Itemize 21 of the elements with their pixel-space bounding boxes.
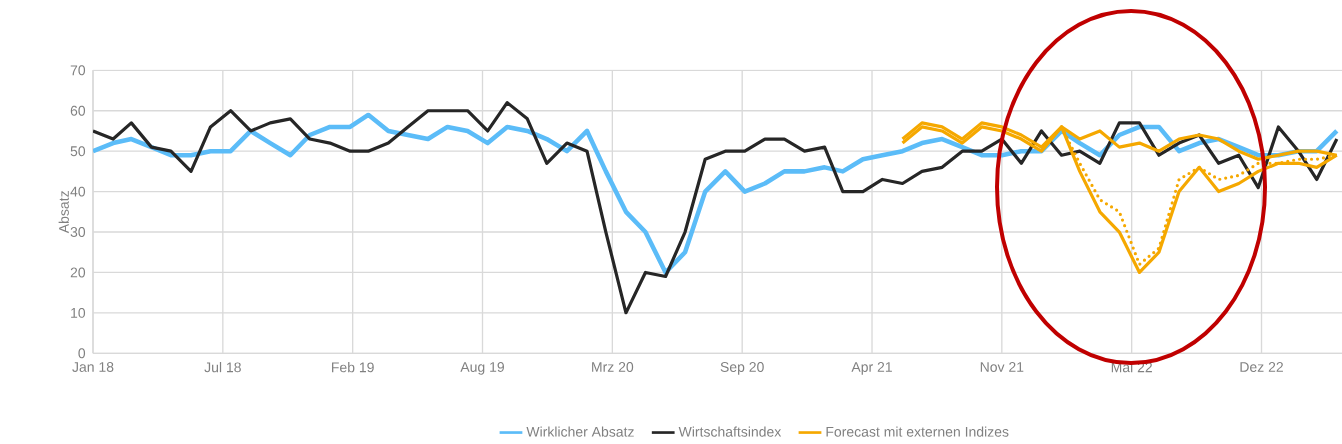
x-tick-label: Nov 21 [980, 362, 1024, 372]
y-tick-label: 0 [78, 348, 86, 359]
y-tick-label: 40 [70, 186, 86, 197]
x-tick-label: Apr 21 [851, 362, 892, 375]
x-tick-label: Aug 19 [460, 362, 504, 375]
x-tick-label: Feb 19 [332, 362, 374, 373]
legend-label: Wirtschaftsindex [678, 426, 782, 437]
y-tick-label: 30 [70, 227, 86, 237]
y-tick-label: 70 [70, 65, 86, 76]
x-tick-label: Mrz 20 [592, 362, 634, 372]
y-tick-label: 20 [70, 267, 86, 278]
x-tick-label: Jan 18 [72, 362, 114, 372]
y-axis-title: Absatz [58, 191, 69, 234]
y-tick-label: 10 [71, 307, 86, 318]
y-tick-label: 50 [70, 146, 86, 157]
legend-label: Wirklicher Absatz [526, 426, 634, 437]
x-tick-label: Dez 22 [1240, 362, 1283, 372]
y-tick-label: 60 [70, 105, 86, 116]
x-tick-label: Sep 20 [720, 362, 764, 375]
legend-label: Forecast mit externen Indizes [826, 426, 1009, 437]
x-tick-label: Jul 18 [204, 362, 241, 373]
